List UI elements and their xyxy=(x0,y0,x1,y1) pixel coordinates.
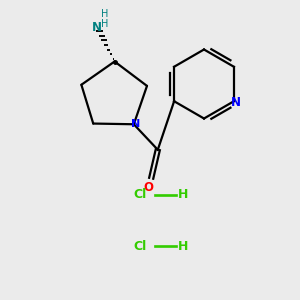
Text: N: N xyxy=(92,20,102,34)
Text: H: H xyxy=(178,188,188,202)
Text: O: O xyxy=(143,182,153,194)
Text: N: N xyxy=(131,119,140,129)
Text: H: H xyxy=(101,8,109,19)
Text: Cl: Cl xyxy=(133,239,146,253)
Text: H: H xyxy=(101,19,109,29)
Text: Cl: Cl xyxy=(133,188,146,202)
Text: H: H xyxy=(178,239,188,253)
Text: N: N xyxy=(231,96,241,109)
